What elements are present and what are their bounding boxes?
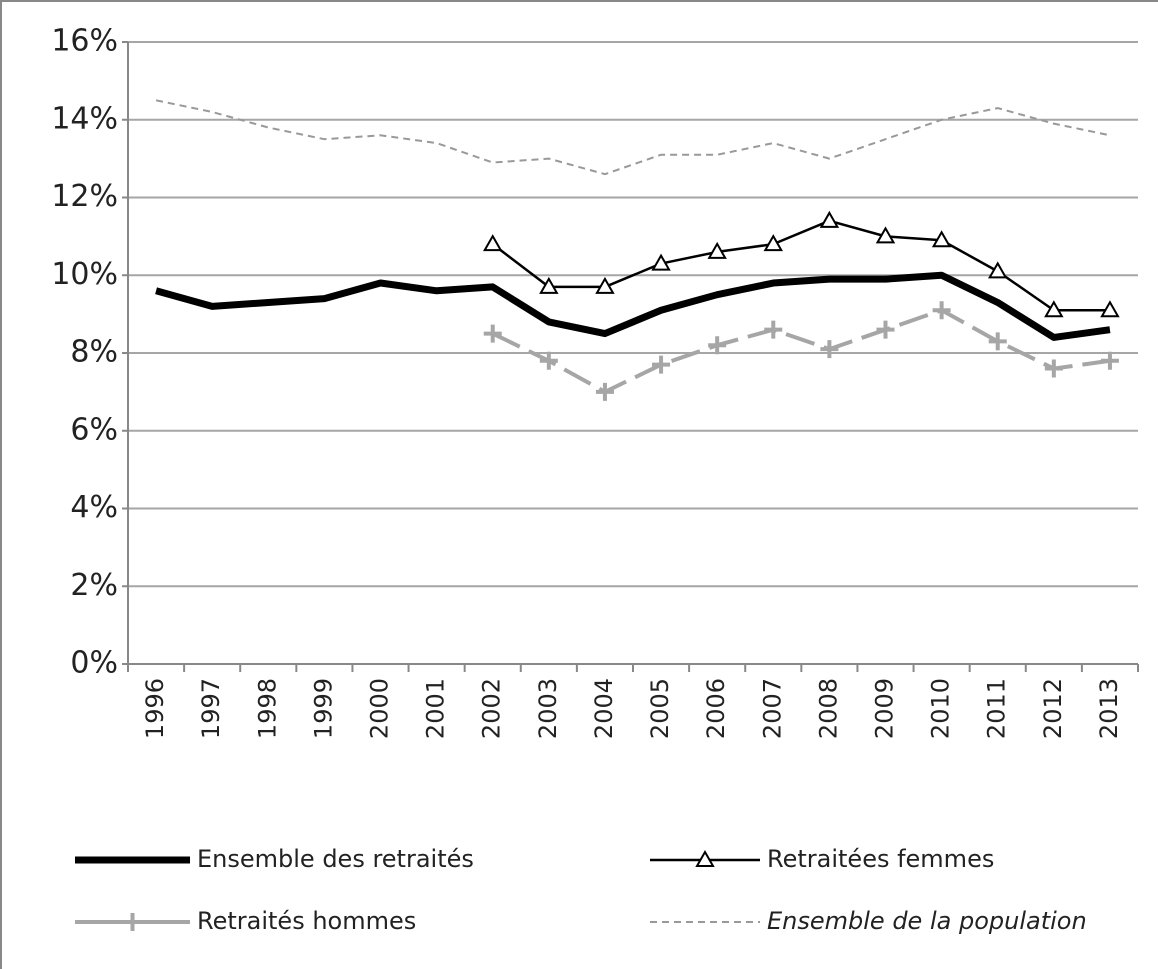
x-tick-label: 2003: [534, 678, 562, 739]
marker-triangle: [987, 261, 1008, 279]
legend-label: Ensemble de la population: [767, 907, 1087, 935]
x-tick-label: 2007: [758, 678, 786, 739]
marker-plus: [652, 355, 671, 374]
series-line: [155, 271, 1111, 341]
marker-plus: [595, 382, 614, 401]
marker-triangle: [1044, 300, 1064, 318]
marker-plus: [539, 351, 558, 370]
y-tick-label: 16%: [51, 24, 118, 59]
marker-plus: [483, 324, 502, 343]
x-tick-label: 2010: [927, 678, 955, 739]
x-tick-label: 2009: [871, 678, 899, 739]
marker-triangle: [931, 230, 952, 248]
marker-triangle: [695, 849, 715, 867]
x-tick-label: 2004: [590, 678, 618, 739]
x-tick-label: 2012: [1039, 678, 1067, 739]
y-tick-label: 4%: [70, 490, 118, 525]
marker-triangle: [595, 276, 615, 294]
marker-triangle: [819, 210, 840, 228]
x-tick-label: 2000: [366, 678, 394, 739]
y-tick-label: 10%: [51, 257, 118, 292]
y-tick-label: 14%: [51, 101, 118, 136]
x-tick-label: 2006: [702, 678, 730, 739]
marker-triangle: [651, 253, 671, 271]
marker-plus: [123, 913, 142, 931]
marker-plus: [988, 332, 1007, 351]
x-tick-label: 2001: [422, 678, 450, 739]
series-line: [491, 308, 1111, 394]
marker-triangle: [482, 234, 503, 252]
marker-plus: [1100, 351, 1119, 370]
marker-triangle: [875, 226, 896, 244]
legend-label: Retraitées femmes: [767, 845, 994, 873]
x-tick-label: 1997: [197, 678, 225, 739]
x-tick-label: 2013: [1095, 678, 1123, 739]
legend-label: Retraités hommes: [197, 907, 416, 935]
marker-plus: [820, 340, 839, 359]
y-tick-label: 8%: [70, 335, 118, 370]
x-tick-label: 2002: [478, 678, 506, 739]
marker-triangle: [707, 241, 727, 259]
marker-plus: [1044, 359, 1063, 378]
x-tick-label: 2011: [983, 678, 1011, 739]
marker-plus: [708, 336, 727, 355]
series-line: [491, 219, 1110, 312]
marker-plus: [764, 320, 783, 339]
y-tick-label: 6%: [70, 412, 118, 447]
marker-plus: [876, 320, 895, 339]
y-tick-label: 0%: [70, 646, 118, 681]
x-tick-label: 2005: [646, 678, 674, 739]
series-line: [155, 99, 1111, 176]
x-tick-label: 1998: [253, 678, 281, 739]
legend-label: Ensemble des retraités: [197, 845, 474, 873]
marker-triangle: [539, 276, 559, 294]
y-tick-label: 12%: [51, 179, 118, 214]
marker-plus: [932, 301, 951, 320]
x-tick-label: 2008: [814, 678, 842, 739]
marker-triangle: [763, 234, 784, 252]
marker-triangle: [1100, 300, 1120, 318]
x-tick-label: 1996: [141, 678, 169, 739]
y-tick-label: 2%: [70, 568, 118, 603]
x-tick-label: 1999: [309, 678, 337, 739]
